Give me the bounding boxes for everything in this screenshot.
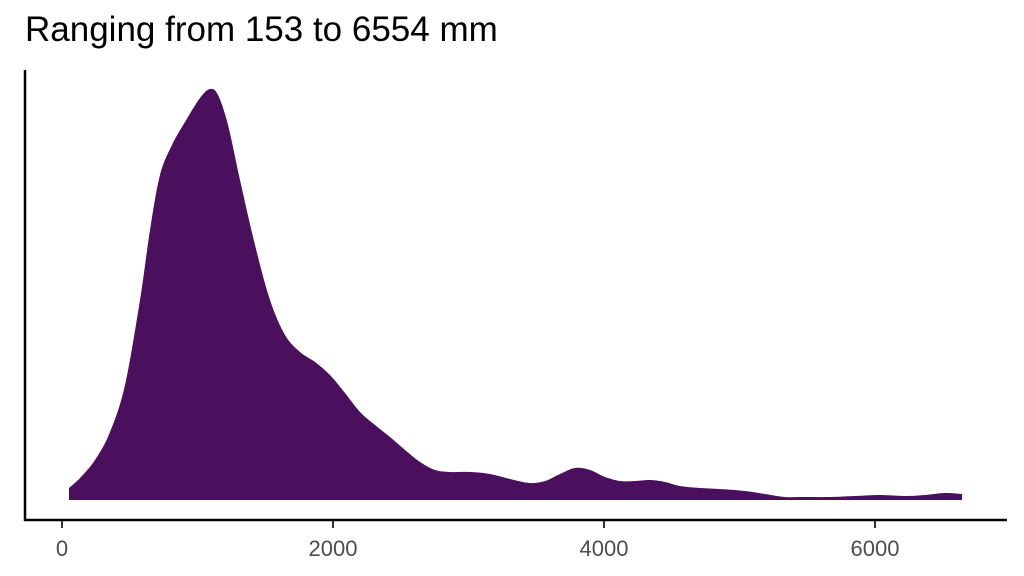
x-tick-label: 2000: [309, 536, 358, 561]
x-tick-label: 4000: [580, 536, 629, 561]
x-axis-ticks: 0 2000 4000 6000: [56, 521, 900, 561]
density-area: [69, 88, 962, 501]
x-tick-label: 0: [56, 536, 68, 561]
x-tick-label: 6000: [851, 536, 900, 561]
chart-title: Ranging from 153 to 6554 mm: [25, 10, 498, 49]
